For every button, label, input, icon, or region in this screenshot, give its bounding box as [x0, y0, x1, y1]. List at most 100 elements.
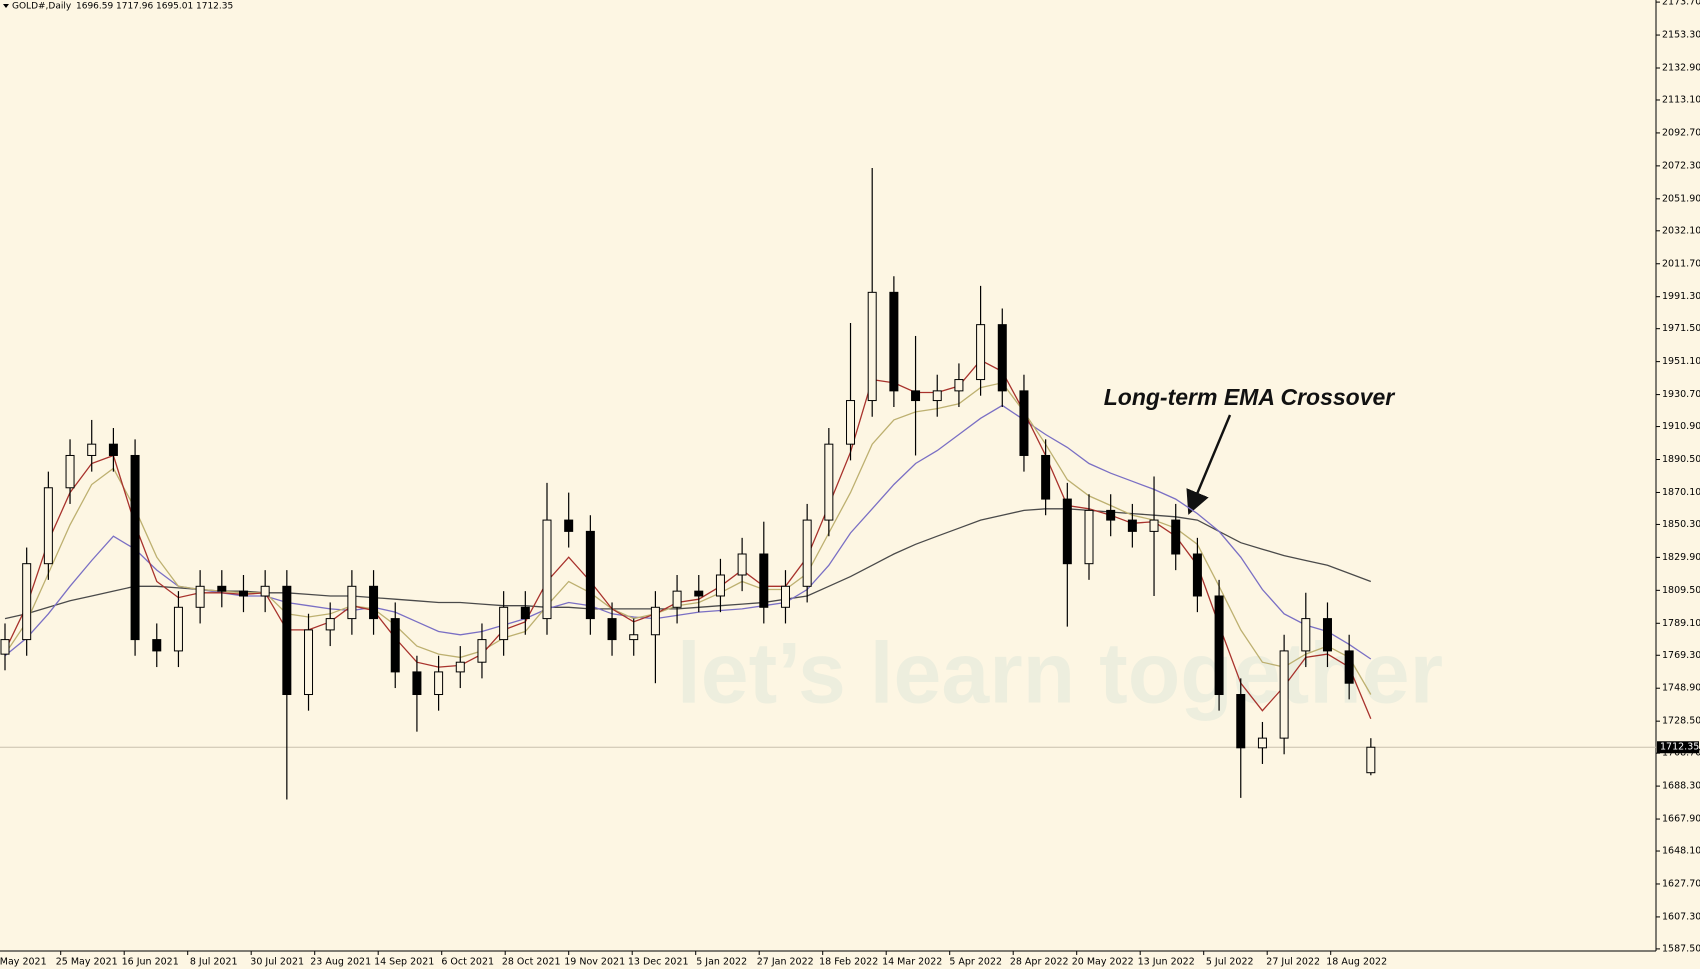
candle-body: [911, 390, 921, 402]
price-box: [1657, 741, 1699, 754]
y-tick-label: 1607.30: [1662, 911, 1700, 922]
candle-body: [1019, 390, 1029, 456]
candle-body: [629, 634, 639, 641]
watermark: let’s learn together: [677, 626, 1443, 722]
x-tick-label: 18 Aug 2022: [1326, 957, 1387, 968]
x-tick-label: 19 Nov 2021: [564, 957, 625, 968]
candle-body: [1106, 509, 1116, 521]
y-tick-label: 1829.90: [1662, 552, 1700, 563]
x-tick-label: 6 Oct 2021: [441, 957, 494, 968]
x-tick-label: 13 Jun 2022: [1138, 957, 1195, 968]
candle-body: [22, 563, 32, 641]
candle-body: [1084, 509, 1094, 565]
candle-body: [694, 590, 704, 597]
candle-body: [325, 618, 335, 631]
candle-body: [390, 618, 400, 673]
x-tick-label: 28 Oct 2021: [502, 957, 561, 968]
x-tick-label: 13 Dec 2021: [628, 957, 689, 968]
y-tick-label: 2132.90: [1662, 62, 1700, 73]
y-tick-label: 1951.10: [1662, 356, 1700, 367]
x-tick-label: 5 Jul 2022: [1206, 957, 1254, 968]
candle-body: [846, 400, 856, 445]
candle-body: [477, 639, 487, 663]
candle-body: [282, 585, 292, 696]
candle-body: [455, 661, 465, 673]
y-tick-label: 2153.30: [1662, 30, 1700, 41]
symbol-title: GOLD#,Daily: [12, 2, 72, 12]
y-tick-label: 2092.70: [1662, 127, 1700, 138]
candle-body: [369, 585, 379, 620]
candle-body: [347, 585, 357, 620]
y-tick-label: 1971.50: [1662, 323, 1700, 334]
candle-body: [737, 553, 747, 576]
candle-body: [1149, 519, 1159, 532]
menu-triangle: [3, 4, 9, 8]
x-tick-label: 23 Aug 2021: [310, 957, 371, 968]
y-tick-label: 1870.10: [1662, 487, 1700, 498]
high-value: 1717.96: [116, 2, 153, 12]
y-tick-label: 1728.50: [1662, 716, 1700, 727]
x-tick-label: 5 Apr 2022: [949, 957, 1002, 968]
candle-body: [824, 443, 834, 521]
y-tick-label: 1769.30: [1662, 650, 1700, 661]
candle-body: [520, 606, 530, 620]
candle-body: [780, 585, 790, 608]
ema-line: [4, 359, 1372, 719]
candle-body: [1344, 650, 1354, 684]
candle-body: [434, 671, 444, 696]
y-tick-label: 1627.70: [1662, 878, 1700, 889]
candle-body: [1236, 694, 1246, 749]
open-value: 1696.59: [76, 2, 113, 12]
candle-body: [867, 291, 877, 402]
candle-body: [65, 454, 75, 489]
candle-body: [87, 443, 97, 456]
candle-body: [650, 606, 660, 636]
x-tick-label: 28 Apr 2022: [1010, 957, 1069, 968]
x-tick-label: 5 Jan 2022: [696, 957, 747, 968]
candle-body: [130, 454, 140, 641]
header: GOLD#,Daily 1696.59 1717.96 1695.01 1712…: [3, 2, 233, 12]
y-tick-label: 1890.50: [1662, 454, 1700, 465]
candle-body: [1192, 553, 1202, 597]
x-tick-label: 18 Feb 2022: [819, 957, 878, 968]
candle-body: [672, 590, 682, 608]
y-tick-label: 2032.10: [1662, 225, 1700, 236]
candle-body: [607, 618, 617, 641]
y-tick-label: 2113.10: [1662, 94, 1700, 105]
candle-body: [0, 639, 10, 655]
price-label: 1712.35: [1660, 742, 1699, 753]
y-tick-label: 1667.90: [1662, 814, 1700, 825]
candle-body: [889, 291, 899, 392]
candle-body: [43, 487, 53, 565]
candle-body: [1279, 650, 1289, 739]
candle-body: [1322, 618, 1332, 652]
y-tick-label: 2051.90: [1662, 193, 1700, 204]
candle-body: [1062, 498, 1072, 565]
ema-line: [4, 382, 1372, 695]
close-value: 1712.35: [196, 2, 233, 12]
x-tick-label: 14 Sep 2021: [374, 957, 434, 968]
candle-body: [173, 606, 183, 652]
candle-body: [238, 590, 248, 597]
annotation: Long-term EMA Crossover: [1104, 384, 1396, 410]
candle-body: [152, 639, 162, 652]
candle-body: [1127, 519, 1137, 532]
y-tick-label: 1789.10: [1662, 618, 1700, 629]
x-tick-label: 27 Jan 2022: [757, 957, 814, 968]
y-tick-label: 1748.90: [1662, 683, 1700, 694]
candle-body: [1171, 519, 1181, 555]
candle-body: [412, 671, 422, 696]
x-tick-label: 16 Jun 2021: [122, 957, 179, 968]
candle-body: [759, 553, 769, 608]
candle-body: [976, 324, 986, 381]
x-tick-label: 8 Jul 2021: [190, 957, 238, 968]
candle-body: [195, 585, 205, 608]
y-tick-label: 1991.30: [1662, 291, 1700, 302]
candle-body: [1257, 737, 1267, 749]
candle-body: [1041, 454, 1051, 500]
candle-body: [108, 443, 118, 456]
candle-body: [932, 390, 942, 402]
